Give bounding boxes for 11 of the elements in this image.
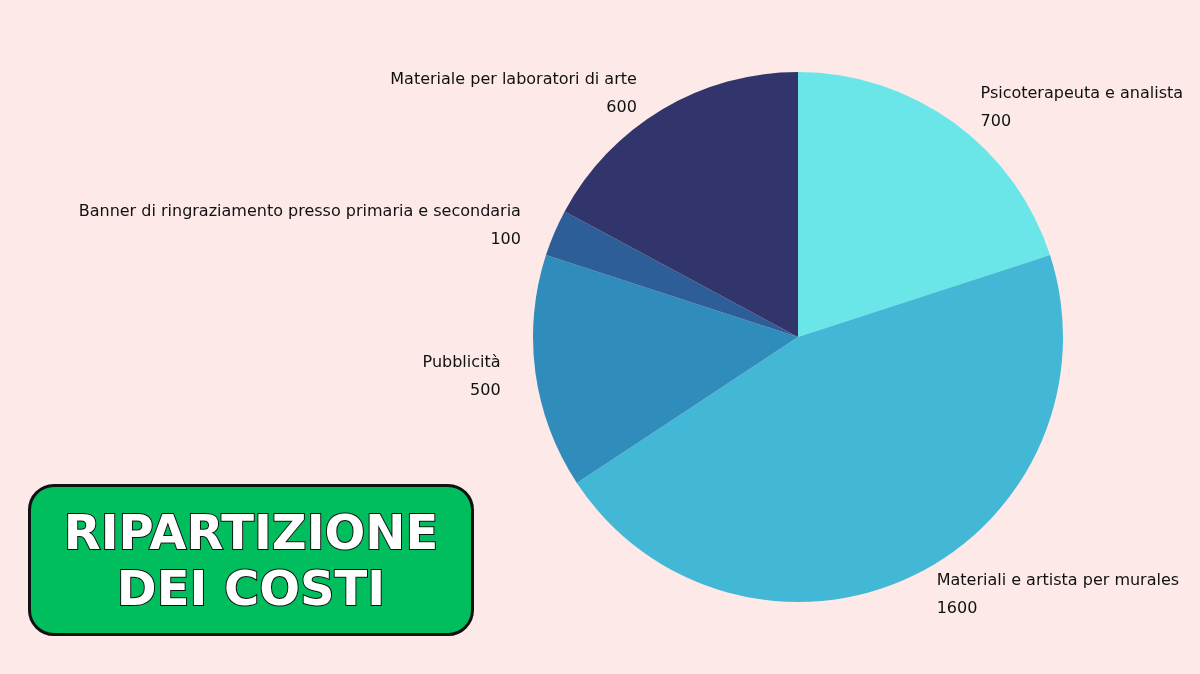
data-label: 600	[606, 96, 637, 116]
data-label: 700	[980, 110, 1012, 130]
slice-label: Materiali e artista per murales	[936, 570, 1180, 590]
slice-label: Pubblicità	[422, 351, 501, 371]
slice-label: Psicoterapeuta e analista	[980, 82, 1184, 102]
data-label: 1600	[936, 598, 978, 618]
text: RIPARTIZIONE DEI COSTI	[28, 484, 474, 636]
data-label: 100	[490, 229, 521, 249]
slice-label: Materiale per laboratori di arte	[390, 68, 637, 88]
data-label: 500	[470, 379, 501, 399]
slice-label: Banner di ringraziamento presso primaria e secondaria	[78, 201, 521, 221]
